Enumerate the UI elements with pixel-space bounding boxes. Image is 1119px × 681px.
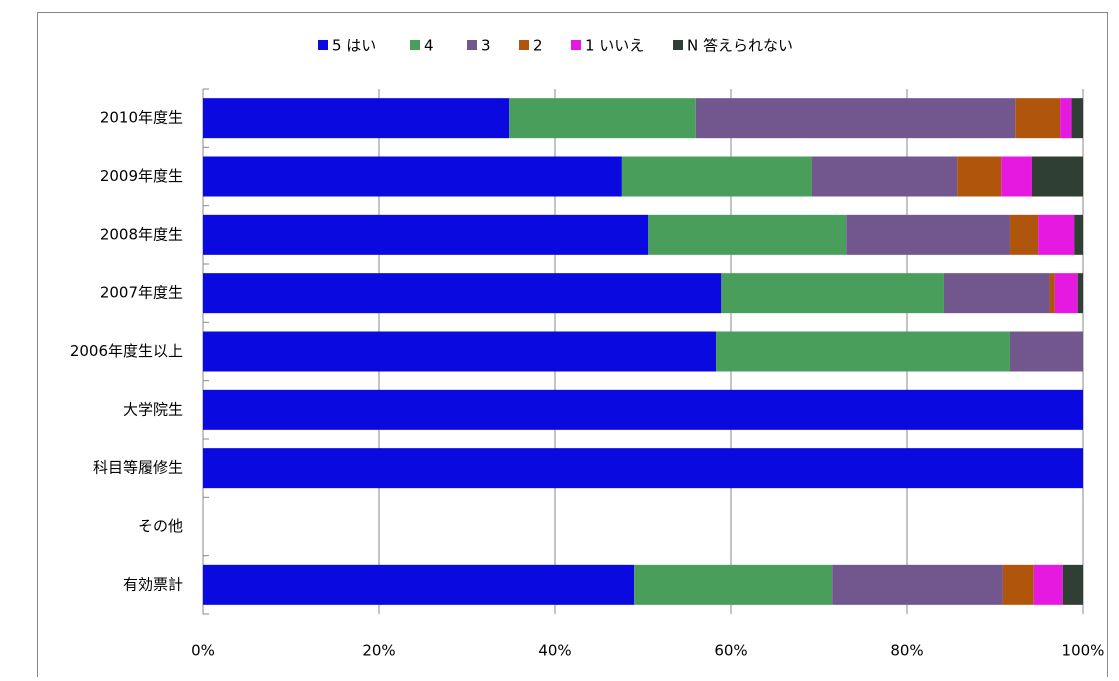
bar-segment: [203, 214, 649, 255]
bar-segment: [957, 156, 1002, 197]
x-tick-label: 20%: [362, 642, 395, 660]
bar-segment: [1074, 214, 1083, 255]
y-tick-label: 2007年度生: [100, 284, 183, 302]
bar-segment: [203, 564, 635, 605]
y-tick-label: 2009年度生: [100, 167, 183, 185]
bar-segment: [1049, 273, 1055, 314]
bar-segment: [1009, 331, 1083, 372]
legend-swatch: [467, 40, 477, 50]
y-tick-label: 有効票計: [123, 575, 183, 593]
bar-segment: [648, 214, 847, 255]
legend-swatch: [673, 40, 683, 50]
bar-segment: [695, 98, 1016, 139]
legend-label: N 答えられない: [687, 37, 793, 55]
bar-segment: [203, 98, 510, 139]
y-tick-label: 2008年度生: [100, 225, 183, 243]
bar-segment: [203, 389, 1083, 430]
bar-segment: [1038, 214, 1075, 255]
bar-segment: [1009, 214, 1039, 255]
bar-segment: [721, 273, 944, 314]
bar-segment: [1031, 156, 1083, 197]
x-tick-label: 40%: [538, 642, 571, 660]
bar-segment: [621, 156, 812, 197]
bar-segment: [943, 273, 1050, 314]
bar-segment: [832, 564, 1003, 605]
legend-swatch: [410, 40, 420, 50]
legend-label: 2: [533, 37, 543, 55]
bar-segment: [1062, 564, 1083, 605]
y-tick-label: 2006年度生以上: [70, 342, 183, 360]
bar-segment: [203, 156, 622, 197]
x-tick-label: 0%: [191, 642, 215, 660]
bar-segment: [509, 98, 696, 139]
bar-segment: [203, 273, 722, 314]
y-tick-label: その他: [138, 517, 183, 535]
x-tick-label: 80%: [890, 642, 923, 660]
bar-segment: [716, 331, 1010, 372]
bar-segment: [1002, 564, 1034, 605]
bar-segment: [1033, 564, 1063, 605]
bar-segment: [203, 448, 1083, 489]
y-tick-label: 2010年度生: [100, 109, 183, 127]
legend-label: 5 はい: [332, 37, 376, 55]
legend-swatch: [571, 40, 581, 50]
bar-segment: [1077, 273, 1083, 314]
legend-swatch: [519, 40, 529, 50]
bar-segment: [634, 564, 833, 605]
x-tick-label: 100%: [1062, 642, 1105, 660]
y-tick-label: 科目等履修生: [93, 459, 183, 477]
bar-segment: [846, 214, 1010, 255]
y-tick-label: 大学院生: [123, 400, 183, 418]
bar-segment: [811, 156, 958, 197]
legend-label: 1 いいえ: [585, 37, 644, 55]
bar-segment: [1071, 98, 1083, 139]
bar-segment: [1001, 156, 1032, 197]
bar-segment: [1054, 273, 1078, 314]
legend-label: 4: [424, 37, 434, 55]
legend-swatch: [318, 40, 328, 50]
bar-segment: [203, 331, 717, 372]
legend-label: 3: [481, 37, 491, 55]
bar-segment: [1060, 98, 1072, 139]
bar-segment: [1015, 98, 1061, 139]
x-tick-label: 60%: [714, 642, 747, 660]
